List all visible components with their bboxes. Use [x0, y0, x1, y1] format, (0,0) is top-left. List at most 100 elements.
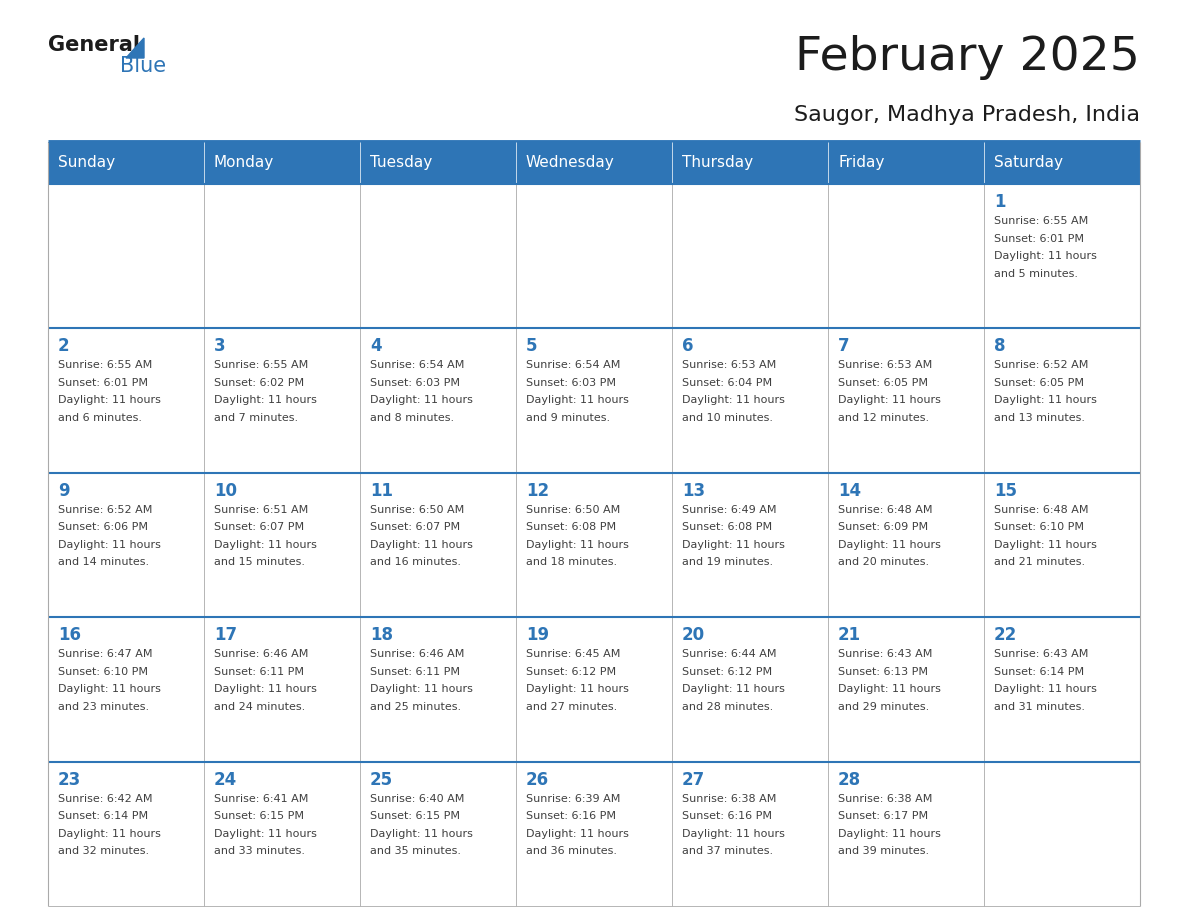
- Text: and 29 minutes.: and 29 minutes.: [838, 701, 929, 711]
- Text: and 28 minutes.: and 28 minutes.: [682, 701, 773, 711]
- Bar: [672, 329, 828, 473]
- Text: Sunset: 6:13 PM: Sunset: 6:13 PM: [838, 666, 928, 677]
- Text: and 24 minutes.: and 24 minutes.: [214, 701, 305, 711]
- Text: Sunset: 6:16 PM: Sunset: 6:16 PM: [526, 812, 617, 821]
- Text: Sunset: 6:06 PM: Sunset: 6:06 PM: [58, 522, 148, 532]
- Text: Sunrise: 6:44 AM: Sunrise: 6:44 AM: [682, 649, 777, 659]
- Bar: [672, 762, 828, 906]
- Text: Sunrise: 6:55 AM: Sunrise: 6:55 AM: [58, 361, 152, 370]
- Text: Monday: Monday: [214, 155, 274, 171]
- Text: Daylight: 11 hours: Daylight: 11 hours: [994, 396, 1097, 406]
- Text: Sunset: 6:17 PM: Sunset: 6:17 PM: [838, 812, 928, 821]
- Text: Sunrise: 6:43 AM: Sunrise: 6:43 AM: [994, 649, 1088, 659]
- Bar: [828, 142, 984, 184]
- Text: Daylight: 11 hours: Daylight: 11 hours: [58, 829, 160, 839]
- Text: 24: 24: [214, 770, 238, 789]
- Text: and 15 minutes.: and 15 minutes.: [214, 557, 305, 567]
- Text: Daylight: 11 hours: Daylight: 11 hours: [526, 540, 628, 550]
- Bar: [48, 142, 204, 184]
- Text: 8: 8: [994, 338, 1005, 355]
- Bar: [672, 617, 828, 762]
- Text: 4: 4: [369, 338, 381, 355]
- Text: 5: 5: [526, 338, 537, 355]
- Bar: [204, 184, 360, 329]
- Text: Sunrise: 6:52 AM: Sunrise: 6:52 AM: [994, 361, 1088, 370]
- Text: Sunrise: 6:46 AM: Sunrise: 6:46 AM: [369, 649, 465, 659]
- Text: Daylight: 11 hours: Daylight: 11 hours: [214, 396, 317, 406]
- Text: Sunset: 6:03 PM: Sunset: 6:03 PM: [526, 378, 617, 388]
- Text: 15: 15: [994, 482, 1017, 499]
- Bar: [672, 142, 828, 184]
- Text: Sunrise: 6:38 AM: Sunrise: 6:38 AM: [682, 793, 777, 803]
- Bar: [360, 473, 516, 617]
- Text: and 7 minutes.: and 7 minutes.: [214, 413, 298, 423]
- Text: Daylight: 11 hours: Daylight: 11 hours: [682, 540, 785, 550]
- Text: 19: 19: [526, 626, 549, 644]
- Text: 27: 27: [682, 770, 706, 789]
- Bar: [516, 617, 672, 762]
- Bar: [360, 762, 516, 906]
- Bar: [516, 473, 672, 617]
- Text: Sunrise: 6:42 AM: Sunrise: 6:42 AM: [58, 793, 152, 803]
- Text: and 31 minutes.: and 31 minutes.: [994, 701, 1085, 711]
- Text: Sunrise: 6:45 AM: Sunrise: 6:45 AM: [526, 649, 620, 659]
- Text: Daylight: 11 hours: Daylight: 11 hours: [369, 540, 473, 550]
- Text: Sunset: 6:12 PM: Sunset: 6:12 PM: [526, 666, 617, 677]
- Text: Sunset: 6:15 PM: Sunset: 6:15 PM: [369, 812, 460, 821]
- Text: 17: 17: [214, 626, 238, 644]
- Text: and 36 minutes.: and 36 minutes.: [526, 846, 617, 856]
- Text: Sunset: 6:03 PM: Sunset: 6:03 PM: [369, 378, 460, 388]
- Text: Sunrise: 6:50 AM: Sunrise: 6:50 AM: [526, 505, 620, 515]
- Text: Daylight: 11 hours: Daylight: 11 hours: [838, 396, 941, 406]
- Text: and 33 minutes.: and 33 minutes.: [214, 846, 305, 856]
- Text: Sunset: 6:12 PM: Sunset: 6:12 PM: [682, 666, 772, 677]
- Text: Sunset: 6:07 PM: Sunset: 6:07 PM: [369, 522, 460, 532]
- Text: 26: 26: [526, 770, 549, 789]
- Text: and 21 minutes.: and 21 minutes.: [994, 557, 1085, 567]
- Text: Sunrise: 6:55 AM: Sunrise: 6:55 AM: [994, 216, 1088, 226]
- Bar: [672, 184, 828, 329]
- Text: Sunset: 6:14 PM: Sunset: 6:14 PM: [994, 666, 1085, 677]
- Polygon shape: [126, 38, 144, 58]
- Bar: [360, 617, 516, 762]
- Text: 20: 20: [682, 626, 706, 644]
- Text: and 32 minutes.: and 32 minutes.: [58, 846, 150, 856]
- Text: Sunset: 6:16 PM: Sunset: 6:16 PM: [682, 812, 772, 821]
- Bar: [984, 473, 1140, 617]
- Text: Sunset: 6:02 PM: Sunset: 6:02 PM: [214, 378, 304, 388]
- Bar: [984, 142, 1140, 184]
- Text: Daylight: 11 hours: Daylight: 11 hours: [994, 251, 1097, 261]
- Text: Sunrise: 6:40 AM: Sunrise: 6:40 AM: [369, 793, 465, 803]
- Text: 13: 13: [682, 482, 706, 499]
- Text: Sunset: 6:11 PM: Sunset: 6:11 PM: [369, 666, 460, 677]
- Text: and 37 minutes.: and 37 minutes.: [682, 846, 773, 856]
- Text: 22: 22: [994, 626, 1017, 644]
- Text: Sunrise: 6:54 AM: Sunrise: 6:54 AM: [369, 361, 465, 370]
- Text: Sunset: 6:09 PM: Sunset: 6:09 PM: [838, 522, 928, 532]
- Text: and 20 minutes.: and 20 minutes.: [838, 557, 929, 567]
- Text: and 14 minutes.: and 14 minutes.: [58, 557, 150, 567]
- Text: Sunset: 6:14 PM: Sunset: 6:14 PM: [58, 812, 148, 821]
- Text: Daylight: 11 hours: Daylight: 11 hours: [994, 684, 1097, 694]
- Text: and 39 minutes.: and 39 minutes.: [838, 846, 929, 856]
- Text: 1: 1: [994, 193, 1005, 211]
- Text: 21: 21: [838, 626, 861, 644]
- Text: 7: 7: [838, 338, 849, 355]
- Text: Daylight: 11 hours: Daylight: 11 hours: [838, 829, 941, 839]
- Text: and 8 minutes.: and 8 minutes.: [369, 413, 454, 423]
- Text: Sunrise: 6:48 AM: Sunrise: 6:48 AM: [994, 505, 1088, 515]
- Text: 16: 16: [58, 626, 81, 644]
- Text: Daylight: 11 hours: Daylight: 11 hours: [682, 684, 785, 694]
- Bar: [828, 329, 984, 473]
- Text: Daylight: 11 hours: Daylight: 11 hours: [58, 684, 160, 694]
- Text: and 5 minutes.: and 5 minutes.: [994, 268, 1078, 278]
- Text: Daylight: 11 hours: Daylight: 11 hours: [526, 396, 628, 406]
- Text: Daylight: 11 hours: Daylight: 11 hours: [526, 829, 628, 839]
- Text: 6: 6: [682, 338, 694, 355]
- Text: Sunset: 6:05 PM: Sunset: 6:05 PM: [838, 378, 928, 388]
- Text: Daylight: 11 hours: Daylight: 11 hours: [526, 684, 628, 694]
- Text: Sunset: 6:08 PM: Sunset: 6:08 PM: [682, 522, 772, 532]
- Text: Daylight: 11 hours: Daylight: 11 hours: [369, 829, 473, 839]
- Text: Daylight: 11 hours: Daylight: 11 hours: [994, 540, 1097, 550]
- Bar: [48, 617, 204, 762]
